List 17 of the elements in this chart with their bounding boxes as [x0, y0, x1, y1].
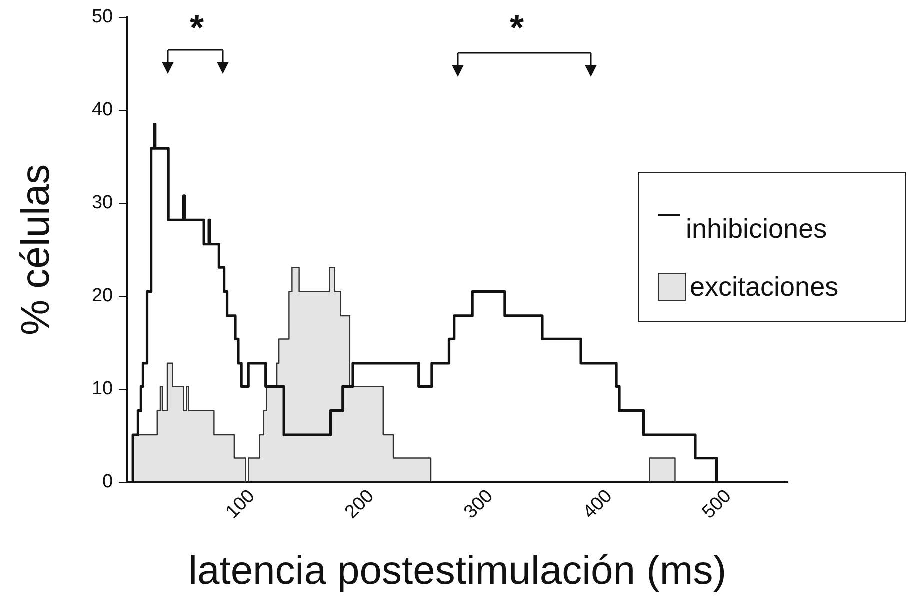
x-tick-label: 300 [460, 486, 498, 524]
x-tick-label: 400 [579, 486, 617, 524]
legend-label: excitaciones [690, 272, 839, 302]
annotation: * [508, 7, 525, 48]
x-axis-title: latencia postestimulación (ms) [188, 549, 727, 594]
y-axis-title: % células [14, 164, 58, 336]
y-tick-label: 40 [92, 100, 114, 121]
legend-label: inhibiciones [686, 214, 828, 244]
annotation: * [188, 7, 205, 48]
x-tick-label: 200 [341, 486, 378, 524]
y-tick-label: 20 [92, 286, 114, 307]
x-tick-label: 500 [698, 486, 736, 524]
y-tick-label: 30 [92, 192, 114, 214]
x-tick-label: 100 [222, 486, 260, 524]
y-tick-label: 0 [102, 472, 114, 493]
y-tick-label: 10 [92, 378, 114, 400]
y-tick-label: 50 [92, 6, 114, 28]
